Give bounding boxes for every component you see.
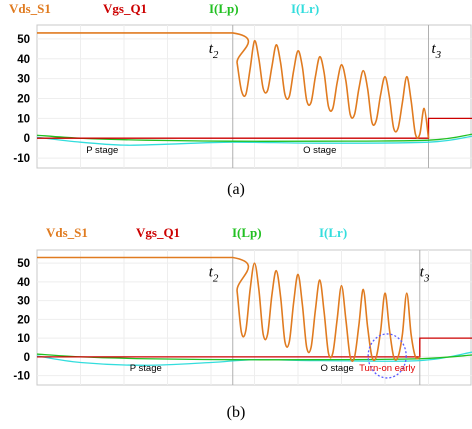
- y-tick-label: -10: [13, 153, 30, 165]
- y-tick-label: -10: [13, 371, 30, 383]
- y-tick-label: 0: [24, 133, 30, 145]
- y-tick-label: 10: [17, 113, 30, 125]
- series-line-vgsq1: [37, 117, 472, 139]
- chart-panel-2: 50 40 30 20 10 0 -10 t2 t3 P stage O stage Turn-on …: [13, 225, 472, 421]
- y-tick-label: 10: [17, 333, 30, 345]
- marker-label-t2: t2: [209, 264, 219, 284]
- legend-entry: Vds_S1: [46, 225, 88, 240]
- marker-subscript: 2: [213, 49, 219, 61]
- marker-label-t3: t3: [432, 41, 442, 61]
- turn-on-early-circle: [367, 333, 407, 379]
- legend-entry: I(Lr): [319, 225, 347, 240]
- y-tick-label: 30: [17, 74, 30, 86]
- chart-panel-1: 50 40 30 20 10 0 -10 t2 t3 P stage O stage Vds_S1 Vg…: [9, 1, 472, 198]
- stage-label: O stage: [321, 363, 354, 374]
- turn-on-early-label: Turn-on early: [359, 363, 415, 374]
- y-tick-label: 40: [17, 277, 30, 289]
- legend-entry: I(Lp): [209, 1, 239, 16]
- stage-label: O stage: [303, 145, 336, 156]
- panel-caption: (a): [227, 181, 245, 198]
- marker-label-t3: t3: [420, 264, 430, 284]
- panel-caption: (b): [227, 404, 246, 421]
- legend-entry: Vgs_Q1: [136, 225, 180, 240]
- legend-entry: Vds_S1: [9, 1, 51, 16]
- y-tick-label: 0: [24, 352, 30, 364]
- marker-label-t2: t2: [209, 41, 219, 61]
- series-line-ilr: [36, 351, 472, 366]
- series-line-vdss1: [37, 32, 430, 139]
- series-line-vdss1: [37, 256, 421, 363]
- legend-entry: I(Lp): [232, 225, 262, 240]
- marker-subscript: 3: [435, 49, 442, 61]
- legend-entry: I(Lr): [291, 1, 319, 16]
- y-tick-label: 40: [17, 54, 30, 66]
- series-line-vgsq1: [37, 337, 472, 358]
- series-line-ilr: [36, 135, 472, 146]
- stage-label: P stage: [130, 363, 162, 374]
- y-tick-label: 30: [17, 296, 30, 308]
- y-tick-label: 50: [17, 34, 30, 46]
- y-tick-label: 20: [17, 314, 30, 326]
- stage-label: P stage: [86, 145, 118, 156]
- legend-entry: Vgs_Q1: [103, 1, 147, 16]
- marker-subscript: 2: [213, 272, 219, 284]
- y-tick-label: 20: [17, 93, 30, 105]
- marker-subscript: 3: [423, 272, 430, 284]
- y-tick-label: 50: [17, 258, 30, 270]
